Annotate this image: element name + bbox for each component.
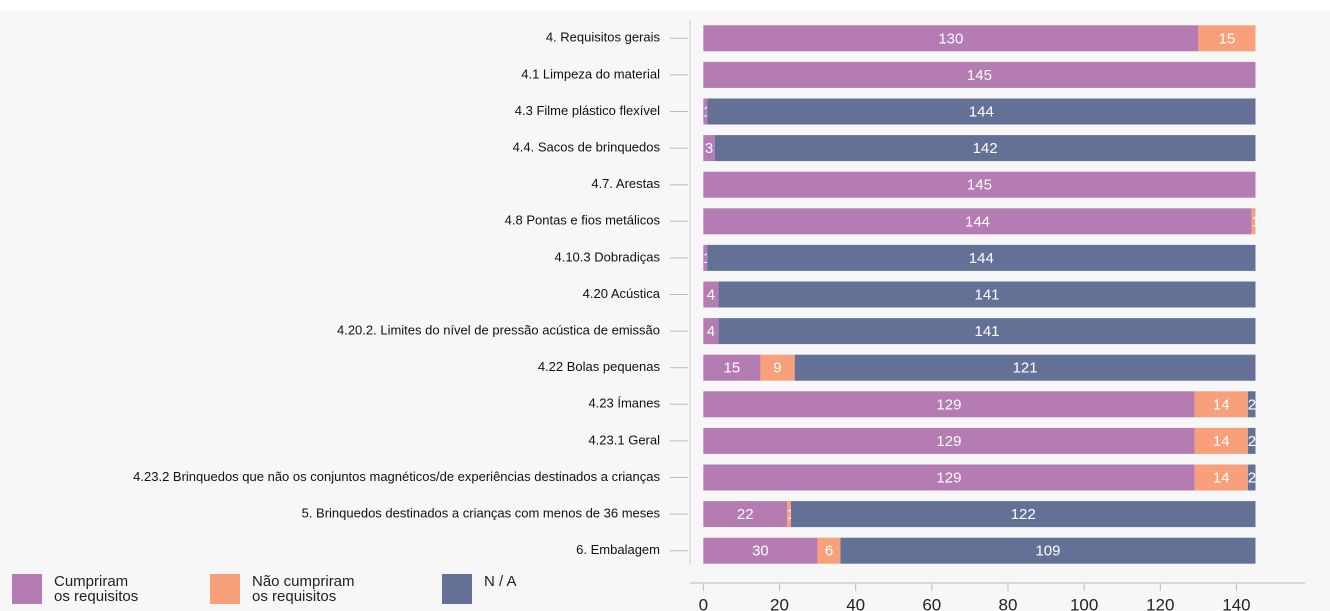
data-label: 9 (773, 360, 781, 377)
data-label: 129 (936, 396, 961, 413)
bar-segment (703, 501, 788, 528)
bar-segment (787, 501, 791, 528)
bar-segment (703, 427, 1195, 454)
data-label: 141 (975, 286, 1000, 303)
category-label: 4.23.2 Brinquedos que não os conjuntos m… (133, 469, 660, 484)
legend-swatch (12, 574, 42, 604)
category-label: 4.22 Bolas pequenas (538, 359, 661, 374)
bar-segment (794, 354, 1256, 381)
category-label: 4.1 Limpeza do material (521, 66, 660, 81)
x-tick-label: 120 (1146, 595, 1174, 611)
bar-segment (840, 537, 1256, 564)
data-label: 144 (969, 103, 994, 120)
data-label: 15 (1219, 30, 1236, 47)
data-label: 109 (1035, 543, 1060, 560)
bar-segment (707, 98, 1256, 125)
bar-segment (714, 135, 1256, 162)
legend-label: N / A (484, 573, 517, 590)
bar-segment (1247, 464, 1256, 491)
data-label: 122 (1011, 506, 1036, 523)
bar-segment (703, 98, 708, 125)
bar-segment (703, 354, 761, 381)
data-label: 145 (967, 177, 992, 194)
x-tick-label: 40 (846, 595, 865, 611)
data-label: 3 (705, 140, 713, 157)
bar-segment (817, 537, 841, 564)
bar-segment (703, 135, 715, 162)
data-label: 14 (1213, 433, 1230, 450)
bar-segment (703, 25, 1199, 52)
bar-segment (707, 244, 1256, 271)
category-label: 4. Requisitos gerais (546, 30, 661, 45)
data-label: 129 (936, 433, 961, 450)
legend-swatch (442, 574, 472, 604)
category-label: 5. Brinquedos destinados a crianças com … (302, 506, 661, 521)
x-tick-label: 80 (999, 595, 1018, 611)
data-label: 130 (938, 30, 963, 47)
bar-segment (703, 391, 1195, 418)
bar-segment (1194, 391, 1248, 418)
data-label: 14 (1213, 469, 1230, 486)
data-label: 6 (825, 543, 833, 560)
data-label: 2 (1248, 433, 1256, 450)
data-label: 121 (1013, 360, 1038, 377)
data-label: 129 (936, 469, 961, 486)
bar-segment (1194, 464, 1248, 491)
category-label: 4.3 Filme plástico flexível (515, 103, 660, 118)
category-label: 4.20 Acústica (583, 286, 661, 301)
category-label: 4.20.2. Limites do nível de pressão acús… (337, 323, 660, 338)
bar-segment (1198, 25, 1256, 52)
bar-segment (703, 318, 719, 345)
bar-segment (703, 464, 1195, 491)
bar-segment (703, 171, 1256, 198)
data-label: 2 (1248, 396, 1256, 413)
bar-segment (1194, 427, 1248, 454)
bar-segment (790, 501, 1256, 528)
legend-label: Não cumpriram os requisitos (252, 573, 355, 605)
data-label: 15 (724, 360, 741, 377)
data-label: 30 (752, 543, 769, 560)
data-label: 144 (965, 213, 990, 230)
x-tick-label: 100 (1070, 595, 1098, 611)
data-label: 1 (1252, 213, 1260, 230)
data-label: 141 (975, 323, 1000, 340)
data-label: 144 (969, 250, 994, 267)
data-label: 14 (1213, 396, 1230, 413)
x-tick-label: 140 (1222, 595, 1250, 611)
bar-segment (703, 281, 719, 308)
bar-segment (1247, 391, 1256, 418)
data-label: 22 (737, 506, 754, 523)
x-tick-label: 60 (922, 595, 941, 611)
data-label: 4 (707, 323, 715, 340)
bar-segment (703, 61, 1256, 88)
bar-segment (703, 244, 708, 271)
category-label: 4.4. Sacos de brinquedos (513, 140, 661, 155)
category-label: 4.7. Arestas (591, 176, 660, 191)
category-label: 6. Embalagem (576, 542, 660, 557)
bar-segment (703, 208, 1252, 235)
x-tick-label: 0 (699, 595, 708, 611)
category-label: 4.23 Ímanes (588, 396, 660, 411)
data-label: 142 (973, 140, 998, 157)
x-tick-label: 20 (770, 595, 789, 611)
bar-segment (760, 354, 795, 381)
category-label: 4.23.1 Geral (588, 432, 660, 447)
bar-segment (703, 537, 818, 564)
legend-label: Cumpriram os requisitos (54, 573, 139, 605)
category-label: 4.8 Pontas e fios metálicos (505, 213, 661, 228)
data-label: 4 (707, 286, 715, 303)
data-label: 2 (1248, 469, 1256, 486)
bar-segment (1247, 427, 1256, 454)
bar-segment (718, 281, 1256, 308)
legend-swatch (210, 574, 240, 604)
bar-segment (1251, 208, 1256, 235)
data-label: 145 (967, 67, 992, 84)
category-label: 4.10.3 Dobradiças (554, 249, 660, 264)
bar-segment (718, 318, 1256, 345)
